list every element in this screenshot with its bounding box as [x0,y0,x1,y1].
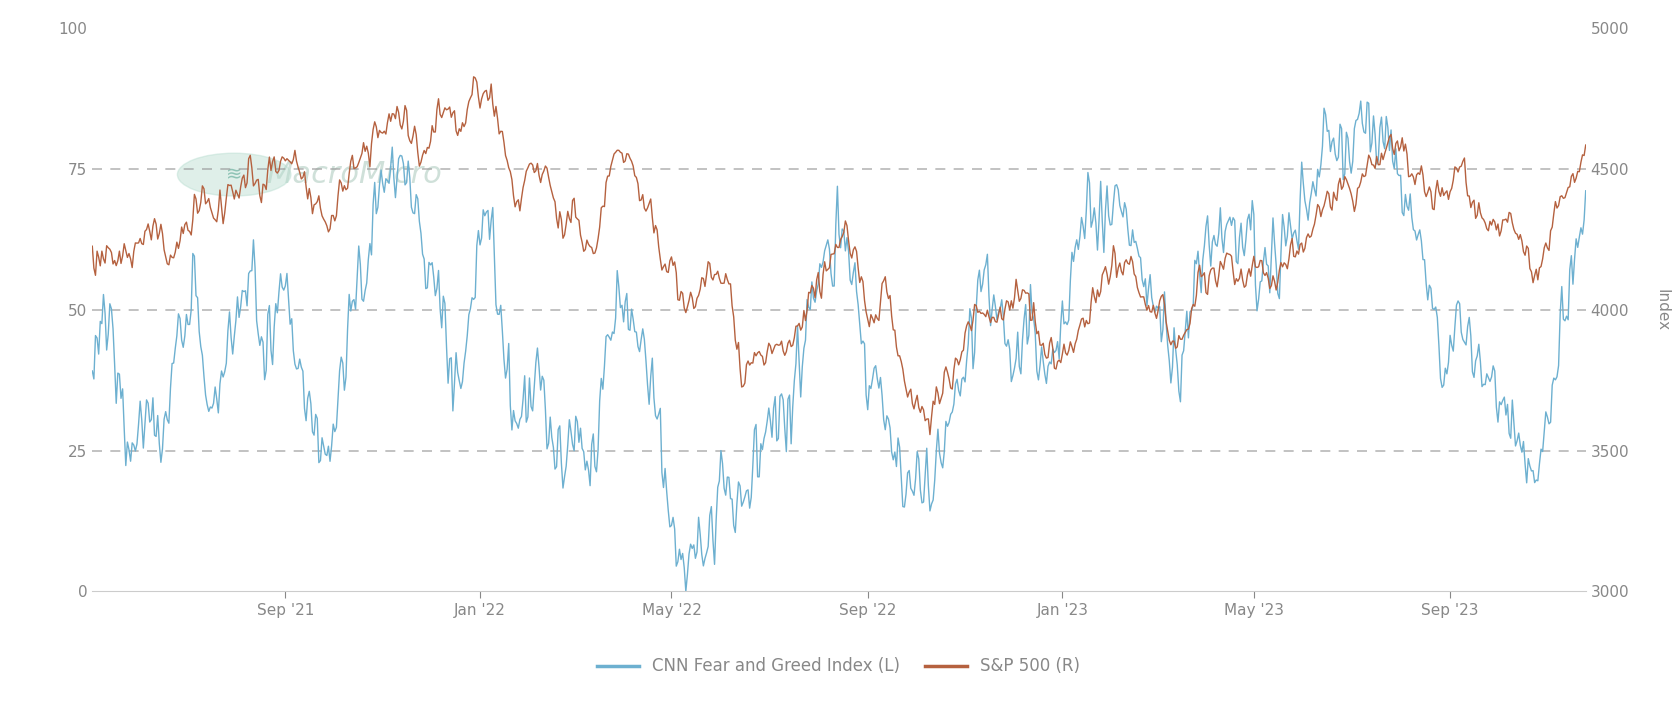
Y-axis label: Index: Index [1655,289,1670,331]
Circle shape [178,153,290,196]
Text: MacroMicro: MacroMicro [265,160,441,189]
Text: ≋: ≋ [227,165,242,184]
Legend: CNN Fear and Greed Index (L), S&P 500 (R): CNN Fear and Greed Index (L), S&P 500 (R… [591,650,1087,681]
